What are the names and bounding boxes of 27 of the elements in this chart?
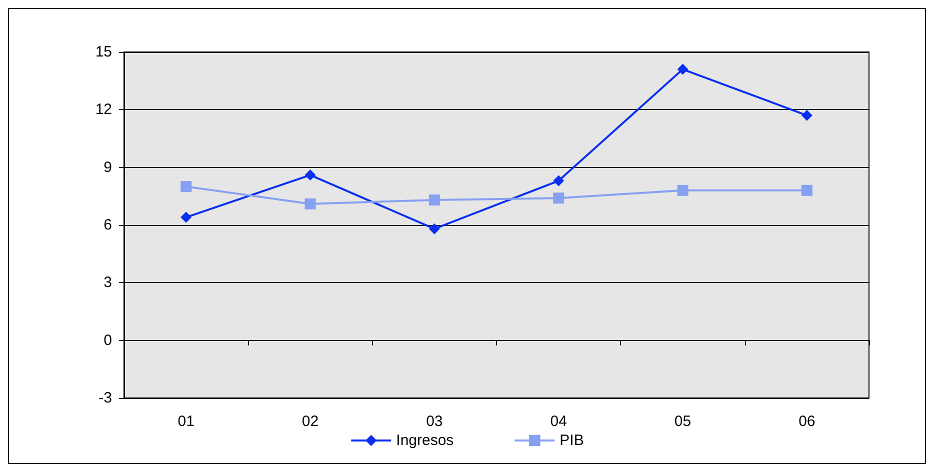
point bbox=[428, 194, 440, 206]
y-tick-label: 3 bbox=[104, 274, 112, 292]
x-tick-label: 02 bbox=[302, 413, 319, 430]
x-tick-label: 06 bbox=[798, 413, 816, 430]
x-tick-label: 01 bbox=[178, 413, 194, 430]
y-tick-label: 15 bbox=[95, 44, 112, 60]
point bbox=[801, 184, 812, 196]
y-tick-label: 0 bbox=[104, 332, 112, 349]
point bbox=[677, 184, 688, 196]
x-tick-label: 05 bbox=[674, 413, 692, 430]
legend-label: PIB bbox=[560, 432, 584, 449]
point bbox=[428, 223, 440, 234]
legend-label: Ingresos bbox=[396, 432, 454, 449]
point bbox=[677, 64, 688, 75]
point bbox=[801, 110, 812, 121]
y-tick-label: -3 bbox=[98, 390, 112, 406]
x-tick-label: 04 bbox=[550, 413, 567, 430]
point bbox=[553, 175, 564, 186]
y-tick-label: 6 bbox=[104, 216, 112, 234]
y-tick-label: 9 bbox=[104, 158, 112, 176]
point bbox=[180, 212, 192, 223]
point bbox=[304, 170, 316, 181]
point bbox=[180, 181, 192, 192]
y-tick-label: 12 bbox=[95, 101, 112, 118]
point bbox=[553, 192, 564, 204]
x-tick-label: 03 bbox=[426, 413, 443, 430]
point bbox=[304, 198, 316, 210]
